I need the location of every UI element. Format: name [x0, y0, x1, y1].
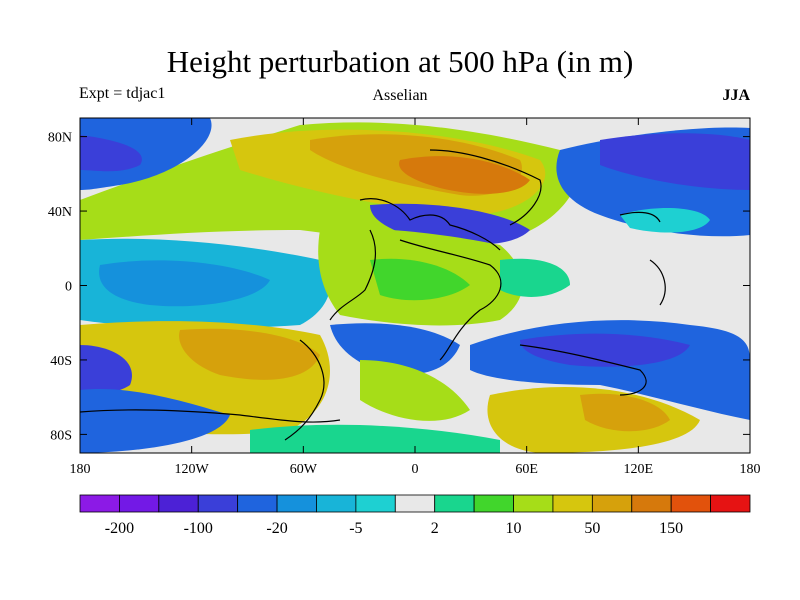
colorbar-swatch — [552, 494, 593, 513]
contour-region — [80, 135, 142, 172]
contour-region — [500, 258, 570, 297]
season-label: JJA — [722, 87, 750, 104]
contour-region — [179, 328, 320, 380]
colorbar-label: 2 — [431, 520, 439, 537]
colorbar-swatch — [631, 494, 672, 513]
colorbar-label: -20 — [266, 520, 287, 537]
lat-axis: 80N 40N 0 40S 80S — [48, 131, 750, 443]
contour-region — [580, 393, 670, 432]
contour-region — [399, 156, 530, 194]
colorbar-swatch — [119, 494, 160, 513]
contour-region — [600, 133, 750, 190]
colorbar: -200 -100 -20 -5 2 10 50 150 — [79, 494, 751, 537]
colorbar-swatch — [473, 494, 514, 513]
colorbar-label: -5 — [349, 520, 362, 537]
colorbar-swatch — [670, 494, 711, 513]
colorbar-label: -100 — [184, 520, 213, 537]
contour-region — [80, 118, 212, 190]
colorbar-swatch — [355, 494, 396, 513]
colorbar-label: 10 — [506, 520, 522, 537]
contour-region — [520, 333, 690, 367]
experiment-label: Expt = tdjac1 — [79, 85, 166, 102]
lat-tick-label: 80S — [50, 428, 72, 443]
colorbar-swatch — [513, 494, 554, 513]
colorbar-swatch — [237, 494, 278, 513]
colorbar-swatch — [394, 494, 436, 513]
lon-tick-label: 180 — [70, 462, 91, 477]
colorbar-swatch — [434, 494, 475, 513]
lon-axis: 180 120W 60W 0 60E 120E 180 — [70, 118, 761, 477]
colorbar-swatch — [197, 494, 239, 513]
contour-region — [80, 345, 132, 394]
contour-field — [80, 118, 750, 453]
coastlines — [80, 149, 666, 441]
lon-tick-label: 0 — [412, 462, 419, 477]
lat-tick-label: 0 — [65, 280, 72, 295]
colorbar-swatch — [79, 494, 120, 513]
contour-region — [360, 360, 470, 421]
lon-tick-label: 60W — [290, 462, 318, 477]
lon-tick-label: 120E — [624, 462, 654, 477]
contour-region — [370, 258, 470, 301]
contour-region — [99, 260, 270, 307]
contour-region — [620, 208, 710, 233]
lat-tick-label: 80N — [48, 131, 72, 146]
colorbar-swatch — [591, 494, 633, 513]
colorbar-swatch — [316, 494, 357, 513]
lon-tick-label: 180 — [740, 462, 761, 477]
contour-region — [80, 389, 230, 453]
lat-tick-label: 40S — [50, 354, 72, 369]
contour-region — [250, 424, 500, 453]
plot-title: Height perturbation at 500 hPa (in m) — [166, 44, 634, 79]
colorbar-label: 50 — [584, 520, 600, 537]
colorbar-label: -200 — [105, 520, 134, 537]
lon-tick-label: 60E — [515, 462, 538, 477]
period-label: Asselian — [372, 87, 428, 104]
colorbar-swatch — [158, 494, 199, 513]
lon-tick-label: 120W — [175, 462, 210, 477]
colorbar-label: 150 — [659, 520, 683, 537]
colorbar-swatch — [710, 494, 751, 513]
lat-tick-label: 40N — [48, 205, 72, 220]
colorbar-swatch — [276, 494, 317, 513]
